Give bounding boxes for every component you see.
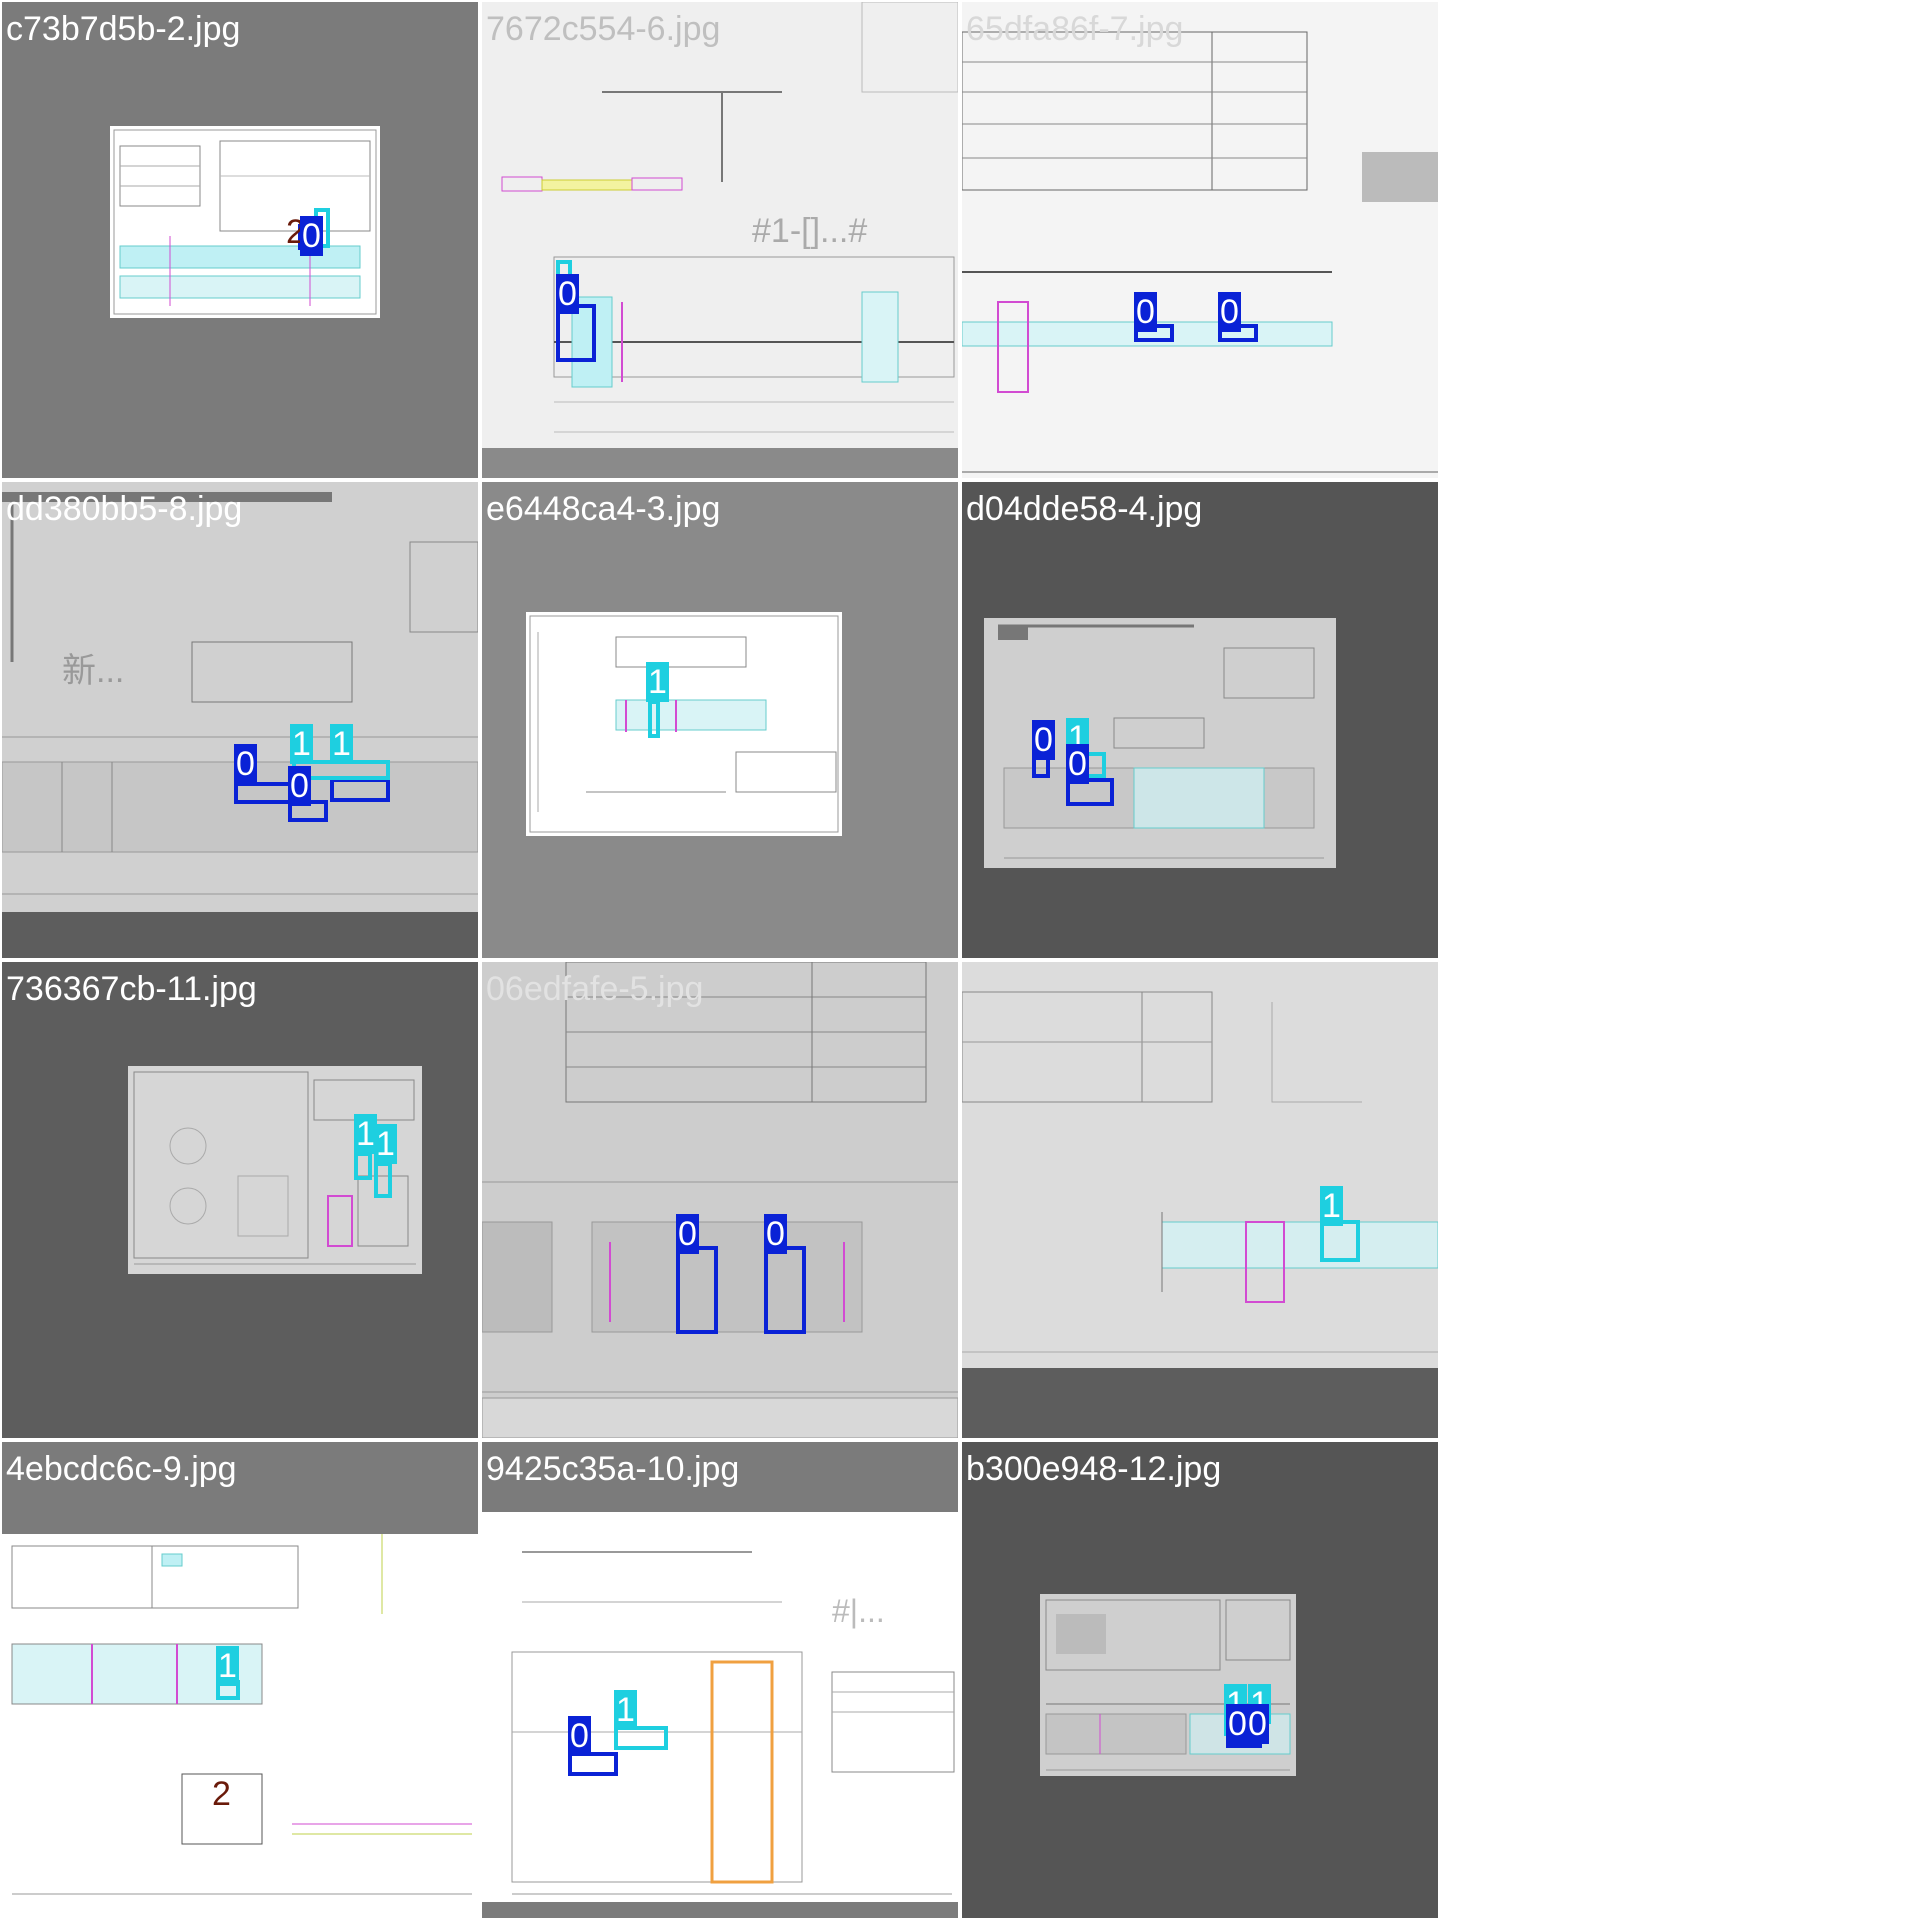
bbox-label: 2 <box>212 1775 231 1813</box>
drawing-lines: 新... <box>2 492 478 895</box>
bbox-class-0[interactable] <box>330 778 390 802</box>
drawing-lines: #1-[]...# <box>501 2 958 433</box>
image-tile[interactable]: 1 <box>962 962 1438 1438</box>
svg-text:#1-[]...#: #1-[]...# <box>752 212 867 250</box>
bbox-class-1[interactable] <box>1320 1220 1360 1262</box>
bbox-label: 0 <box>1246 1704 1269 1744</box>
drawing-lines <box>962 31 1438 473</box>
svg-text:新...: 新... <box>62 652 124 690</box>
image-tile[interactable]: 1 1 0 0 b300e948-12.jpg <box>962 1442 1438 1918</box>
bbox-label: 0 <box>568 1716 591 1756</box>
image-tile[interactable]: 0 0 06edfafe-5.jpg <box>482 962 958 1438</box>
bbox-label: 0 <box>556 274 579 314</box>
bbox-class-1[interactable] <box>374 1162 392 1198</box>
drawing-lines <box>11 1534 472 1895</box>
drawing-lines: #|... <box>511 1551 955 1895</box>
bbox-label: 1 <box>614 1690 637 1730</box>
image-filename: dd380bb5-8.jpg <box>6 490 243 528</box>
bbox-label: 0 <box>676 1214 699 1254</box>
drawing-lines <box>962 991 1438 1353</box>
bbox-label: 0 <box>1134 292 1157 332</box>
bbox-class-1[interactable] <box>648 700 660 738</box>
drawing-thumbnail <box>526 612 842 836</box>
bbox-label: 1 <box>374 1124 397 1164</box>
image-tile[interactable]: #|... 1 0 9425c35a-10.jpg <box>482 1442 958 1918</box>
image-filename: 736367cb-11.jpg <box>6 970 257 1008</box>
image-tile[interactable]: 0 1 0 d04dde58-4.jpg <box>962 482 1438 958</box>
image-tile[interactable]: 2 0 c73b7d5b-2.jpg <box>2 2 478 478</box>
image-tile[interactable]: 新... 0 1 1 0 dd380bb5-8.jpg <box>2 482 478 958</box>
bbox-label: 1 <box>330 724 353 764</box>
drawing-thumbnail <box>128 1066 422 1274</box>
bbox-class-0[interactable] <box>764 1246 806 1334</box>
drawing-lines <box>529 615 839 833</box>
drawing-thumbnail <box>110 126 380 318</box>
drawing-crop: #1-[]...# <box>482 2 958 448</box>
drawing-lines <box>482 962 958 1438</box>
bbox-label: 0 <box>1218 292 1241 332</box>
bbox-class-0[interactable] <box>1066 778 1114 806</box>
bbox-label: 0 <box>300 216 323 256</box>
image-tile[interactable]: 1 e6448ca4-3.jpg <box>482 482 958 958</box>
drawing-crop: #|... <box>482 1512 958 1902</box>
bbox-label: 1 <box>1320 1186 1343 1226</box>
image-filename: c73b7d5b-2.jpg <box>6 10 241 48</box>
image-filename: d04dde58-4.jpg <box>966 490 1203 528</box>
bbox-class-1[interactable] <box>614 1726 668 1750</box>
drawing-lines <box>113 129 377 315</box>
image-tile[interactable]: 0 0 65dfa86f-7.jpg <box>962 2 1438 478</box>
bbox-label: 0 <box>1226 1704 1249 1744</box>
image-filename: 06edfafe-5.jpg <box>486 970 704 1008</box>
bbox-label: 1 <box>354 1114 377 1154</box>
drawing-thumbnail <box>984 618 1336 868</box>
drawing-lines <box>133 1071 416 1265</box>
drawing-crop <box>2 1534 478 1918</box>
image-filename: b300e948-12.jpg <box>966 1450 1222 1488</box>
svg-text:#|...: #|... <box>832 1593 885 1629</box>
image-filename: 7672c554-6.jpg <box>486 10 721 48</box>
bbox-class-0[interactable] <box>568 1752 618 1776</box>
image-filename: 65dfa86f-7.jpg <box>966 10 1184 48</box>
drawing-crop <box>482 962 958 1438</box>
drawing-crop: 新... <box>2 482 478 912</box>
image-filename: e6448ca4-3.jpg <box>486 490 721 528</box>
bbox-label: 1 <box>216 1646 239 1686</box>
bbox-label: 1 <box>646 662 669 702</box>
drawing-lines <box>998 624 1324 859</box>
image-filename: 4ebcdc6c-9.jpg <box>6 1450 237 1488</box>
image-tile[interactable]: 1 2 4ebcdc6c-9.jpg <box>2 1442 478 1918</box>
bbox-label: 0 <box>288 766 311 806</box>
drawing-crop <box>962 2 1438 478</box>
bbox-label: 0 <box>1032 720 1055 760</box>
image-tile[interactable]: #1-[]...# 0 7672c554-6.jpg <box>482 2 958 478</box>
bbox-class-0[interactable] <box>234 782 294 804</box>
bbox-class-0[interactable] <box>676 1246 718 1334</box>
bbox-label: 0 <box>1066 744 1089 784</box>
bbox-label: 0 <box>764 1214 787 1254</box>
image-tile[interactable]: 1 1 736367cb-11.jpg <box>2 962 478 1438</box>
image-filename: 9425c35a-10.jpg <box>486 1450 740 1488</box>
drawing-crop <box>962 962 1438 1368</box>
bbox-class-1[interactable] <box>354 1152 372 1180</box>
bbox-label: 1 <box>290 724 313 764</box>
bbox-label: 0 <box>234 744 257 784</box>
